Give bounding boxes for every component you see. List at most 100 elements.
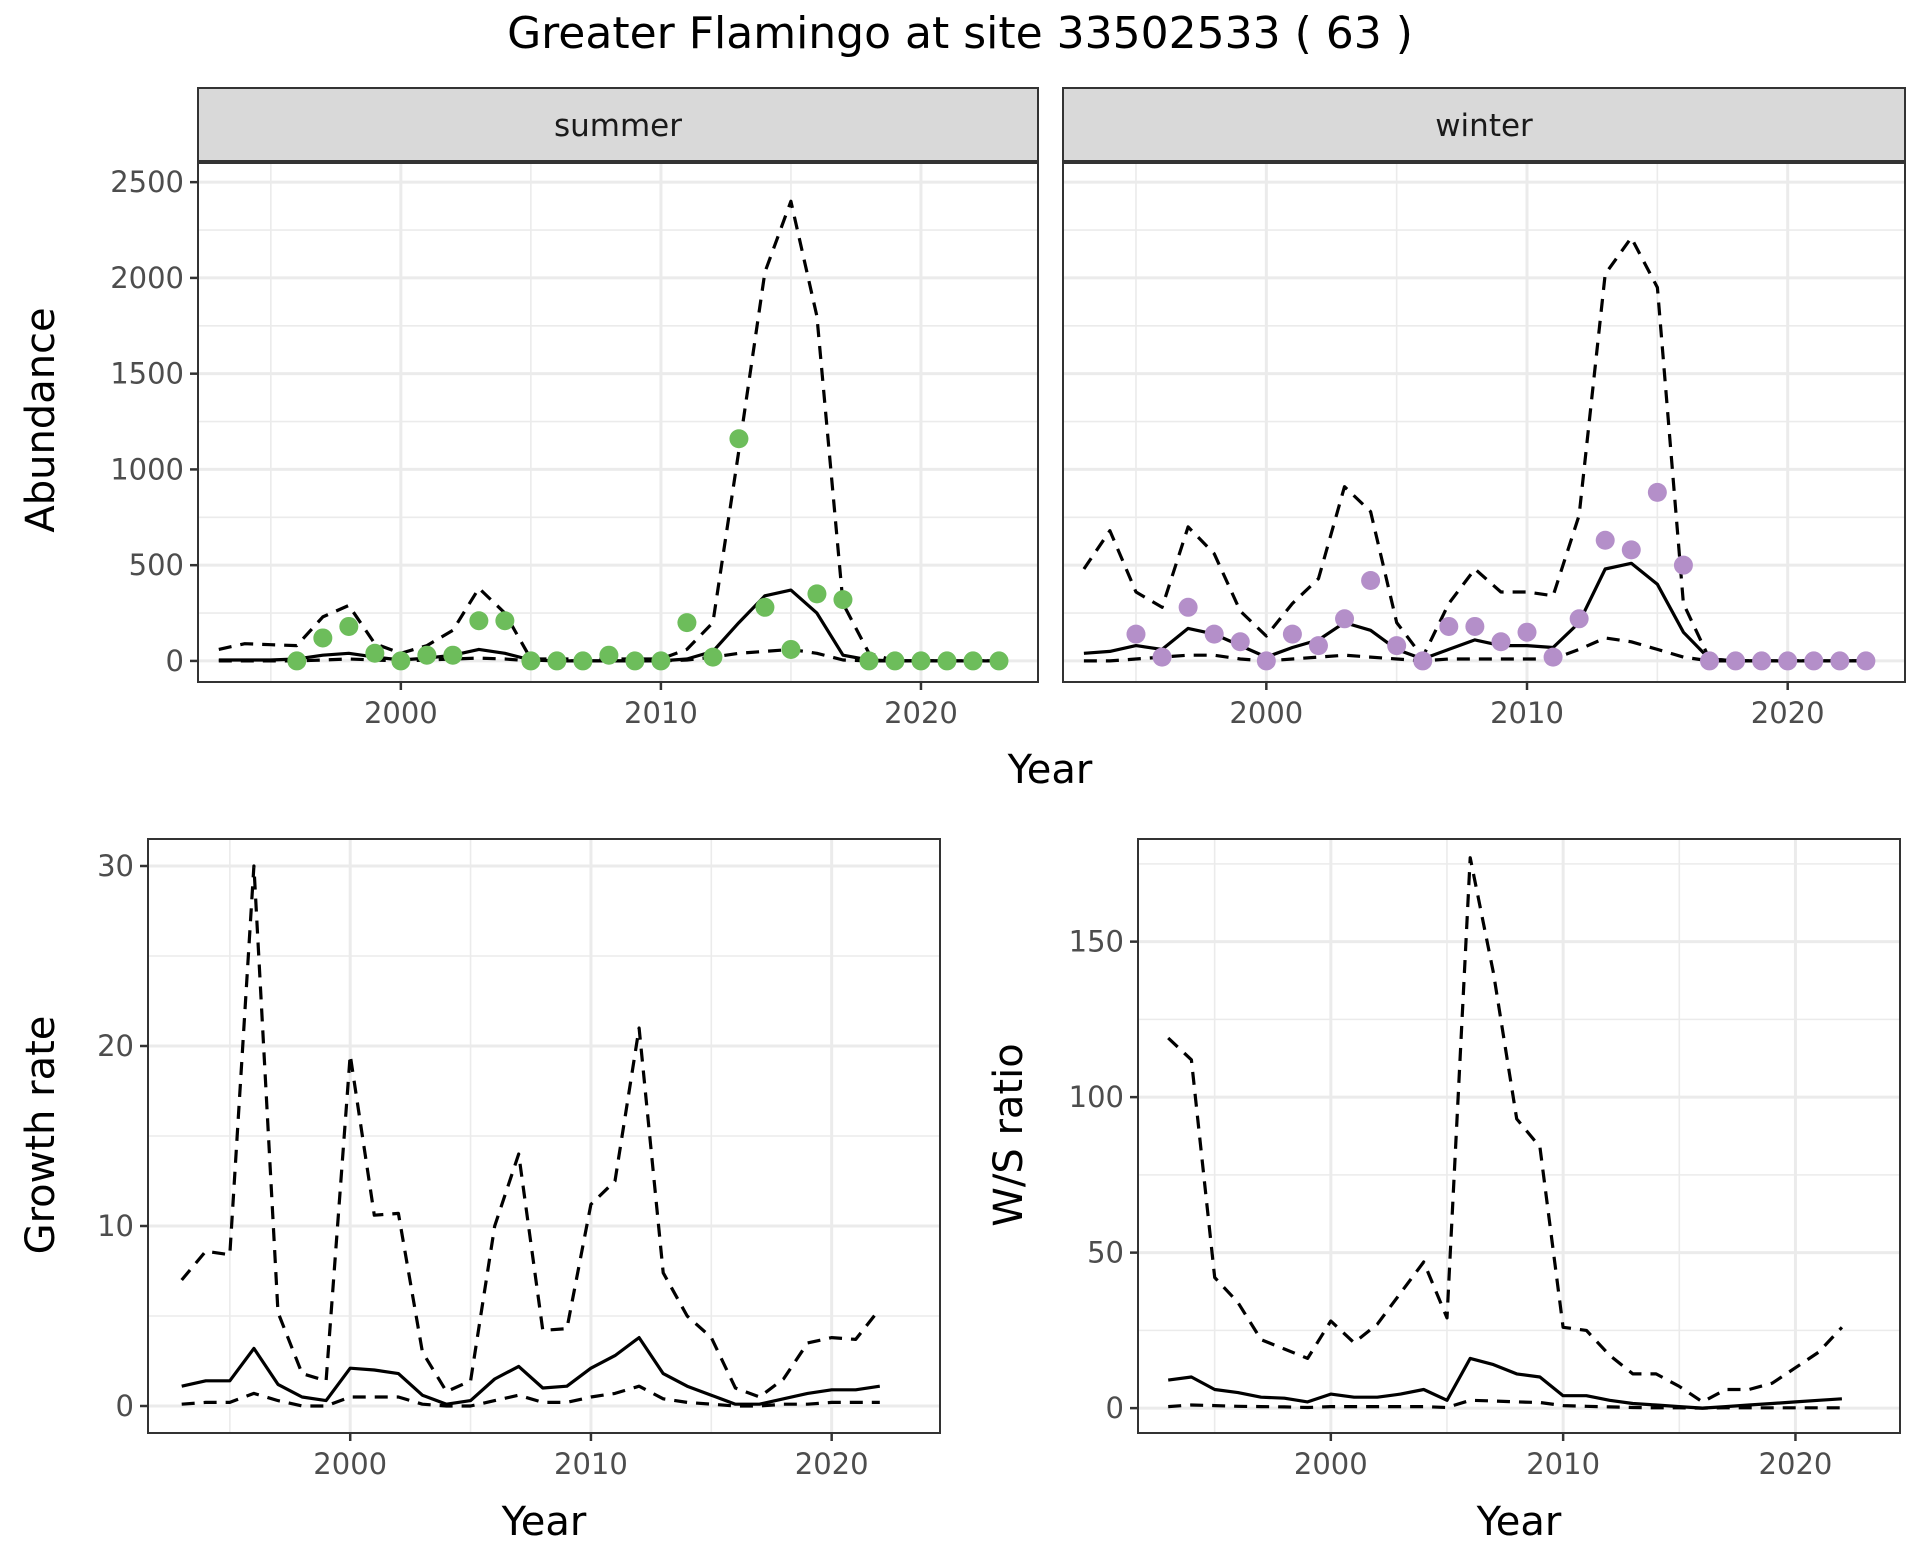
observed-point: [365, 643, 385, 663]
observed-point: [417, 645, 437, 665]
observed-point: [443, 645, 463, 665]
x-tick-label: 2000: [1229, 696, 1303, 730]
observed-point: [1856, 651, 1876, 671]
observed-point: [625, 651, 645, 671]
strip-summer: [197, 87, 1039, 162]
observed-point: [859, 651, 879, 671]
series-line-upper: [1167, 856, 1844, 1404]
observed-point: [1413, 651, 1433, 671]
x-tick-label: 2000: [1294, 1447, 1368, 1481]
observed-point: [287, 651, 307, 671]
observed-point: [1178, 597, 1198, 617]
observed-point: [781, 639, 801, 659]
series-line-estimate: [1083, 561, 1866, 663]
y-tick-label: 0: [166, 644, 184, 678]
x-axis-ws: 2000 2010 2020: [1294, 1433, 1832, 1481]
series-summer: [218, 199, 999, 663]
y-tick-label: 50: [1087, 1236, 1124, 1270]
y-tick-label: 10: [97, 1209, 134, 1243]
observed-point: [703, 647, 723, 667]
observed-point: [1230, 632, 1250, 652]
strip-label-summer: summer: [554, 108, 682, 144]
observed-point: [1804, 651, 1824, 671]
series-line-estimate: [181, 1335, 881, 1406]
panel-border-winter: [1062, 162, 1906, 683]
observed-point: [1152, 647, 1172, 667]
series-winter: [1082, 236, 1866, 663]
y-axis-growth: 0 10 20 30: [97, 849, 148, 1423]
x-axis-growth: 2000 2010 2020: [313, 1433, 869, 1481]
observed-point: [963, 651, 983, 671]
y-tick-label: 30: [97, 849, 134, 883]
y-axis-title-growth: Growth rate: [18, 1016, 64, 1255]
observed-point: [1752, 651, 1772, 671]
y-axis-title-abundance: Abundance: [18, 307, 64, 532]
x-axis-winter: 2000 2010 2020: [1229, 682, 1825, 730]
observed-point: [677, 613, 697, 633]
x-tick-label: 2010: [1490, 696, 1564, 730]
observed-point: [651, 651, 671, 671]
x-tick-label: 2010: [624, 696, 698, 730]
observed-point: [573, 651, 593, 671]
observed-point: [339, 616, 359, 636]
y-tick-label: 2000: [110, 261, 184, 295]
observed-point: [1699, 651, 1719, 671]
panel-abundance-winter: winter 2000 2010 2020: [1062, 87, 1906, 730]
x-tick-label: 2010: [554, 1447, 628, 1481]
series-ws: [1167, 856, 1844, 1410]
observed-point: [1282, 624, 1302, 644]
observed-point: [1647, 482, 1667, 502]
observed-point: [1465, 616, 1485, 636]
observed-point: [391, 651, 411, 671]
observed-point: [989, 651, 1009, 671]
observed-point: [1361, 570, 1381, 590]
observed-point: [1778, 651, 1798, 671]
observed-point: [1543, 647, 1563, 667]
observed-point: [1595, 530, 1615, 550]
observed-point: [1308, 636, 1328, 656]
panel-ws-ratio: 0 50 100 150 2000 2010 2020: [1069, 838, 1901, 1481]
panel-border-summer: [197, 162, 1039, 683]
observed-point: [599, 645, 619, 665]
y-tick-label: 20: [97, 1029, 134, 1063]
y-tick-label: 0: [116, 1389, 134, 1423]
series-line-upper: [218, 199, 999, 663]
observed-point: [755, 597, 775, 617]
grid-summer: [198, 163, 1038, 682]
x-axis-title-growth: Year: [501, 1499, 587, 1545]
y-tick-label: 2500: [110, 165, 184, 199]
observed-point: [1204, 624, 1224, 644]
series-line-lower: [1168, 1398, 1842, 1410]
series-line-lower: [181, 1384, 880, 1408]
x-axis-title-abundance: Year: [1007, 747, 1093, 793]
y-tick-label: 1000: [110, 452, 184, 486]
observed-point: [547, 651, 567, 671]
grid-winter: [1063, 163, 1905, 682]
x-tick-label: 2000: [364, 696, 438, 730]
y-tick-label: 0: [1106, 1391, 1124, 1425]
x-tick-label: 2020: [1759, 1447, 1833, 1481]
observed-point: [911, 651, 931, 671]
observed-point: [1387, 636, 1407, 656]
y-axis-title-ws: W/S ratio: [986, 1043, 1032, 1226]
panel-border-growth: [147, 838, 941, 1434]
observed-point: [521, 651, 541, 671]
observed-point: [937, 651, 957, 671]
strip-label-winter: winter: [1435, 108, 1533, 144]
x-tick-label: 2020: [1751, 696, 1825, 730]
observed-point: [1126, 624, 1146, 644]
x-tick-label: 2010: [1526, 1447, 1600, 1481]
series-growth: [180, 864, 882, 1408]
x-tick-label: 2000: [313, 1447, 387, 1481]
observed-point: [885, 651, 905, 671]
panel-border-ws: [1137, 838, 1901, 1434]
observed-point: [807, 584, 827, 604]
points-summer: [287, 429, 1009, 671]
observed-point: [729, 429, 749, 449]
observed-point: [1439, 616, 1459, 636]
observed-point: [1830, 651, 1850, 671]
figure-title: Greater Flamingo at site 33502533 ( 63 ): [507, 8, 1413, 59]
series-line-upper: [180, 864, 882, 1399]
y-axis-ws: 0 50 100 150: [1069, 925, 1138, 1425]
